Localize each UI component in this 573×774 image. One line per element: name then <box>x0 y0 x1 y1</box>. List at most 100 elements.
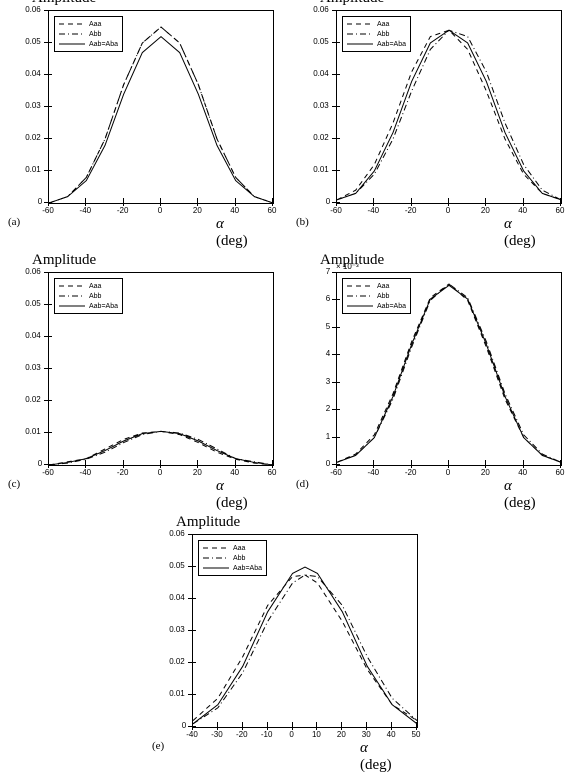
x-tick <box>160 198 161 202</box>
legend-label: Aaa <box>89 283 101 290</box>
legend-label: Aaa <box>89 21 101 28</box>
x-tick <box>160 460 161 464</box>
x-tick <box>267 722 268 726</box>
x-tick-label: 30 <box>358 731 374 739</box>
y-tick-label: 0 <box>326 198 330 206</box>
y-tick <box>48 400 52 401</box>
x-tick-label: 60 <box>264 207 280 215</box>
legend-label: Aaa <box>233 545 245 552</box>
x-tick <box>391 722 392 726</box>
y-exp10: × 10⁻³ <box>336 262 359 271</box>
y-tick-label: 5 <box>326 323 330 331</box>
x-tick <box>373 198 374 202</box>
x-tick-label: 40 <box>227 469 243 477</box>
legend-label: Abb <box>89 31 101 38</box>
legend-label: Aab=Aba <box>89 303 118 310</box>
x-tick <box>272 198 273 202</box>
legend-row: Aab=Aba <box>203 563 262 573</box>
x-tick <box>341 722 342 726</box>
x-tick <box>197 460 198 464</box>
x-tick-label: -40 <box>365 469 381 477</box>
y-tick <box>192 726 196 727</box>
y-tick <box>336 74 340 75</box>
y-axis-title: Amplitude <box>320 0 384 7</box>
legend-row: Abb <box>347 291 406 301</box>
x-tick <box>448 460 449 464</box>
x-tick <box>123 460 124 464</box>
y-tick-label: 0.01 <box>25 166 41 174</box>
y-tick-label: 0.06 <box>25 268 41 276</box>
x-tick <box>123 198 124 202</box>
legend-label: Abb <box>89 293 101 300</box>
x-axis-title: α (deg) <box>504 478 536 512</box>
y-tick-label: 0.01 <box>25 428 41 436</box>
legend-swatch <box>347 39 373 49</box>
legend-swatch <box>59 29 85 39</box>
x-tick-label: -20 <box>403 207 419 215</box>
legend-row: Aaa <box>347 281 406 291</box>
y-tick <box>48 304 52 305</box>
x-tick <box>292 722 293 726</box>
legend: AaaAbb Aab=Aba <box>342 278 411 314</box>
y-tick <box>336 272 340 273</box>
y-tick-label: 0.04 <box>25 332 41 340</box>
legend-row: Aab=Aba <box>59 39 118 49</box>
y-tick <box>192 662 196 663</box>
legend: AaaAbbAab=Aba <box>198 540 267 576</box>
y-tick-label: 0.01 <box>313 166 329 174</box>
x-axis-title: α (deg) <box>216 478 248 512</box>
legend: Aaa Abb Aab=Aba <box>54 278 123 314</box>
y-tick <box>336 106 340 107</box>
legend-swatch <box>347 29 373 39</box>
y-tick-label: 0.06 <box>169 530 185 538</box>
y-tick-label: 0.06 <box>313 6 329 14</box>
y-tick <box>192 566 196 567</box>
y-tick-label: 0 <box>182 722 186 730</box>
x-tick-label: 20 <box>477 469 493 477</box>
y-tick <box>336 409 340 410</box>
x-tick <box>560 460 561 464</box>
y-tick-label: 0.02 <box>25 134 41 142</box>
legend-swatch <box>59 19 85 29</box>
x-tick <box>560 198 561 202</box>
x-tick-label: 0 <box>284 731 300 739</box>
x-axis-title: α (deg) <box>360 740 392 774</box>
y-tick <box>336 202 340 203</box>
curve-aaa <box>49 431 273 465</box>
y-tick <box>336 382 340 383</box>
legend: Aaa AbbAab=Aba <box>54 16 123 52</box>
x-tick <box>316 722 317 726</box>
y-tick-label: 0 <box>38 198 42 206</box>
x-tick <box>411 198 412 202</box>
y-tick-label: 0.04 <box>313 70 329 78</box>
x-tick-label: 50 <box>408 731 424 739</box>
x-tick-label: 60 <box>264 469 280 477</box>
y-axis-title: Amplitude <box>32 252 96 269</box>
x-tick <box>373 460 374 464</box>
y-tick-label: 0.02 <box>169 658 185 666</box>
legend-swatch <box>347 281 373 291</box>
y-tick-label: 0.04 <box>25 70 41 78</box>
legend-row: Aaa <box>59 19 118 29</box>
legend-label: Aab=Aba <box>377 303 406 310</box>
x-tick <box>242 722 243 726</box>
legend-row: Abb <box>203 553 262 563</box>
y-tick <box>48 10 52 11</box>
x-tick-label: 0 <box>440 469 456 477</box>
y-tick <box>48 272 52 273</box>
curve-aaa <box>193 575 417 721</box>
x-tick-label: 20 <box>333 731 349 739</box>
y-tick-label: 0 <box>326 460 330 468</box>
y-tick <box>336 170 340 171</box>
legend-row: Aaa <box>203 543 262 553</box>
x-tick-label: -60 <box>40 207 56 215</box>
legend-label: Aab=Aba <box>377 41 406 48</box>
y-tick-label: 0.03 <box>25 364 41 372</box>
x-tick-label: -20 <box>115 469 131 477</box>
y-tick-label: 0.05 <box>313 38 329 46</box>
y-tick <box>48 336 52 337</box>
y-tick <box>192 598 196 599</box>
y-tick-label: 4 <box>326 350 330 358</box>
y-tick-label: 2 <box>326 405 330 413</box>
x-tick <box>272 460 273 464</box>
